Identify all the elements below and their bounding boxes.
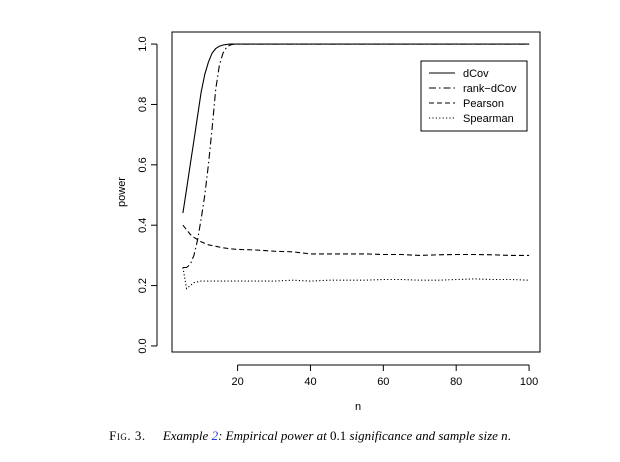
legend-label: dCov <box>463 68 489 80</box>
caption-value: 0.1 <box>330 428 347 443</box>
legend-label: rank−dCov <box>463 83 517 95</box>
example-word: Example <box>162 428 209 443</box>
y-tick-label: 0.4 <box>137 218 149 233</box>
y-axis: 0.0 0.2 0.4 0.6 0.8 1.0 <box>137 36 158 354</box>
series-layer <box>182 43 530 290</box>
legend: dCov rank−dCov Pearson Spearman <box>420 60 528 132</box>
x-axis: 20 40 60 80 100 <box>231 364 538 388</box>
y-tick-label: 0.6 <box>137 157 149 172</box>
y-tick-label: 0.0 <box>137 338 149 353</box>
y-axis-title: power <box>116 177 128 207</box>
legend-label: Spearman <box>463 113 514 125</box>
caption-text-1: : Empirical power at <box>218 428 330 443</box>
x-tick-label: 40 <box>304 376 316 388</box>
y-tick-label: 1.0 <box>137 36 149 51</box>
x-tick-label: 80 <box>450 376 462 388</box>
plot-frame <box>171 31 541 353</box>
series-line-pearson <box>182 224 530 256</box>
y-tick-label: 0.2 <box>137 278 149 293</box>
power-chart: 0.0 0.2 0.4 0.6 0.8 1.0 20 40 60 80 100 dCov rank−… <box>116 31 541 413</box>
figure-label: Fig. 3. <box>109 428 146 443</box>
x-axis-title: n <box>355 401 361 413</box>
legend-label: Pearson <box>463 98 504 110</box>
figure-caption: Fig. 3. Example 2: Empirical power at 0.… <box>0 428 620 444</box>
series-line-rank-dcov <box>182 43 530 269</box>
x-tick-label: 20 <box>231 376 243 388</box>
caption-text-2: significance and sample size <box>346 428 502 443</box>
caption-var: n <box>501 428 508 443</box>
x-tick-label: 100 <box>520 376 538 388</box>
example-ref-link[interactable]: 2 <box>211 428 219 443</box>
caption-end: . <box>507 428 511 443</box>
y-tick-label: 0.8 <box>137 97 149 112</box>
x-tick-label: 60 <box>377 376 389 388</box>
series-line-spearman <box>182 267 530 290</box>
